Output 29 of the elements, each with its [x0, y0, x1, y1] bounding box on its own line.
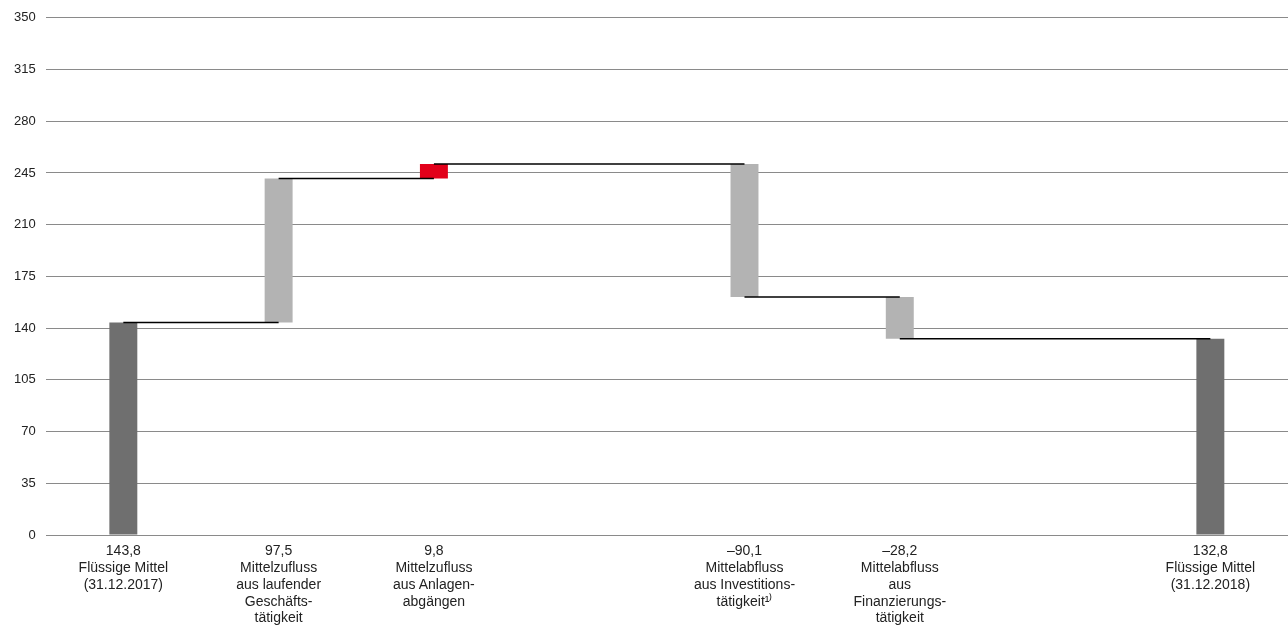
data-label: –28,2	[882, 542, 918, 559]
x-tick-label: Mittelzufluss aus Anlagen- abgängen	[393, 559, 476, 609]
data-label: –90,1	[726, 542, 763, 559]
data-label: 143,8	[105, 542, 142, 559]
x-tick-label: Mittelabfluss aus Investitions- tätigkeit¹⁾	[693, 559, 796, 609]
bar	[109, 322, 138, 535]
bar	[730, 163, 759, 298]
bar	[264, 178, 293, 323]
x-tick-label: Flüssige Mittel (31.12.2018)	[1165, 559, 1256, 592]
y-tick-label: 350	[13, 9, 36, 25]
y-tick-label: 315	[13, 61, 36, 77]
x-tick-label: Flüssige Mittel (31.12.2017)	[78, 559, 169, 592]
y-tick-label: 105	[13, 371, 36, 387]
y-tick-label: 140	[13, 319, 36, 335]
y-tick-label: 70	[21, 423, 36, 439]
y-tick-label: 245	[13, 164, 36, 180]
bar	[1196, 338, 1225, 535]
y-tick-label: 280	[13, 112, 36, 128]
y-tick-label: 175	[13, 267, 36, 283]
bar	[885, 297, 914, 339]
data-label: 9,8	[424, 542, 444, 559]
y-tick-label: 210	[13, 216, 36, 232]
data-label: 97,5	[265, 542, 293, 559]
data-label: 132,8	[1192, 542, 1229, 559]
x-tick-label: Mittelabfluss aus Finanzierungs- tätigkeit	[853, 559, 947, 626]
y-tick-label: 0	[28, 526, 36, 542]
y-tick-label: 35	[21, 474, 36, 490]
bar	[419, 163, 448, 179]
x-tick-label: Mittelzufluss aus laufender Geschäfts- tätigkeit	[236, 559, 322, 626]
